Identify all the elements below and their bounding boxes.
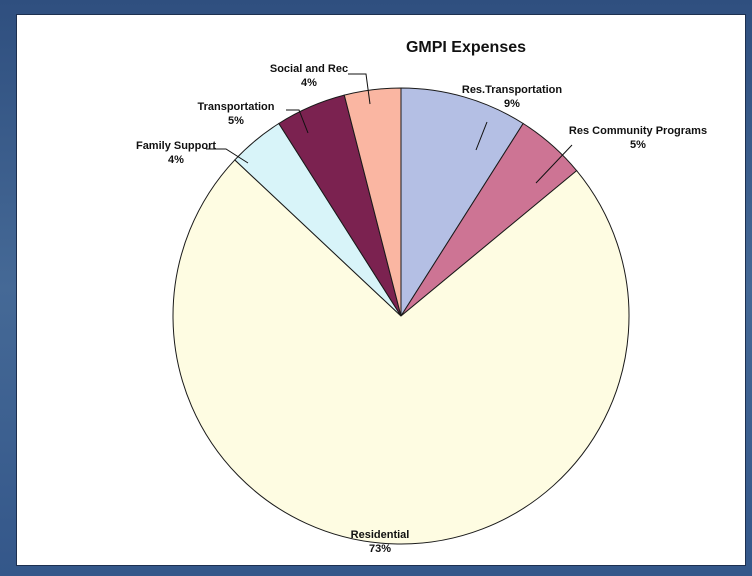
slice-percent: 73%: [369, 543, 391, 555]
leader-line: [206, 148, 249, 164]
slice-label: Res.Transportation: [462, 84, 563, 96]
slice-percent: 4%: [301, 77, 317, 89]
slice-label: Transportation: [197, 101, 274, 113]
leader-line: [475, 121, 488, 151]
slice-label: Res Community Programs: [569, 125, 707, 137]
pie-slice-social-and-rec: [343, 87, 402, 317]
leader-lines: [206, 73, 573, 184]
leader-line: [535, 144, 573, 184]
slice-percent: 5%: [630, 139, 646, 151]
slice-label: Family Support: [136, 140, 216, 152]
chart-title: GMPI Expenses: [406, 39, 526, 56]
pie-slice-residential: [172, 159, 630, 545]
slice-percent: 5%: [228, 115, 244, 127]
leader-line: [348, 73, 371, 105]
slice-percent: 9%: [504, 98, 520, 110]
pie-slice-res-transportation: [400, 87, 524, 318]
slice-percent: 4%: [168, 154, 184, 166]
leader-line: [286, 109, 309, 134]
pie-slices: [172, 87, 630, 545]
slice-label: Residential: [351, 529, 410, 541]
slice-label: Social and Rec: [270, 63, 348, 75]
slice-labels: Res.Transportation 9% Res Community Progra…: [136, 63, 707, 555]
